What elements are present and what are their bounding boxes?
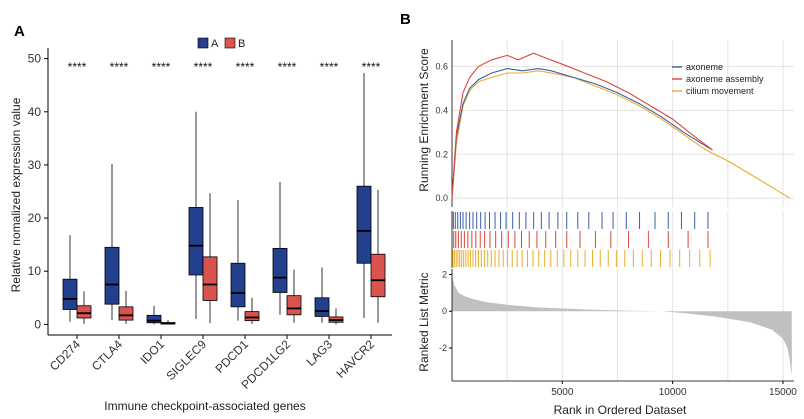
es-line-axoneme bbox=[451, 68, 713, 199]
box-lag3-a bbox=[314, 297, 330, 317]
legend-label-b: B bbox=[238, 38, 245, 50]
legend-label-axoneme-assembly: axoneme assembly bbox=[686, 74, 764, 84]
gsea-panel: Running Enrichment Score Ranked List Met… bbox=[417, 40, 797, 417]
box-cd274-a bbox=[62, 278, 78, 310]
hits-plot-area bbox=[452, 211, 794, 268]
es-line-axoneme-assembly bbox=[451, 52, 713, 199]
x-tick-label: PDCD1 bbox=[212, 337, 251, 376]
significance-label: **** bbox=[278, 60, 297, 74]
x-tick-label: LAG3 bbox=[304, 337, 336, 369]
box-havcr2-b bbox=[370, 253, 386, 298]
es-y-tick-label: 0.4 bbox=[435, 105, 448, 115]
es-y-tick-label: 0.2 bbox=[435, 149, 448, 159]
significance-label: **** bbox=[362, 60, 381, 74]
metric-y-axis-title: Ranked List Metric bbox=[417, 272, 431, 371]
legend-label-a: A bbox=[211, 38, 219, 50]
x-axis-title-rank: Rank in Ordered Dataset bbox=[554, 403, 687, 417]
y-tick-label: 10 bbox=[28, 264, 42, 278]
y-axis-title: Relative nomalized expression value bbox=[9, 97, 23, 292]
box-ctla4-a bbox=[104, 246, 120, 305]
y-tick-label: 20 bbox=[28, 211, 42, 225]
box-siglec9-a bbox=[188, 207, 204, 276]
metric-x-tick-label: 15000 bbox=[769, 387, 797, 398]
panel-a-label: A bbox=[14, 23, 25, 40]
box-havcr2-a bbox=[356, 185, 372, 264]
legend-label-axoneme: axoneme bbox=[686, 62, 723, 72]
metric-x-tick-label: 10000 bbox=[659, 387, 687, 398]
box-pdcd1lg2-b bbox=[286, 295, 302, 316]
x-tick-label: SIGLEC9 bbox=[163, 337, 209, 383]
metric-y-tick-label: 2 bbox=[442, 270, 447, 280]
box-pdcd1-b bbox=[244, 311, 260, 322]
significance-label: **** bbox=[236, 60, 255, 74]
x-tick-label: CTLA4 bbox=[89, 337, 126, 374]
legend-label-cilium-movement: cilium movement bbox=[686, 86, 754, 96]
box-pdcd1lg2-a bbox=[272, 247, 288, 293]
panel-b-label: B bbox=[400, 11, 411, 28]
metric-x-tick-label: 5000 bbox=[551, 387, 574, 398]
significance-label: **** bbox=[68, 60, 87, 74]
box-ido1-a bbox=[146, 314, 162, 324]
x-tick-label: HAVCR2 bbox=[333, 337, 377, 381]
box-ctla4-b bbox=[118, 306, 134, 321]
x-axis-title: Immune checkpoint-associated genes bbox=[104, 399, 305, 413]
metric-y-tick-label: -2 bbox=[439, 343, 447, 353]
es-y-tick-label: 0.6 bbox=[435, 61, 448, 71]
box-cd274-b bbox=[76, 305, 92, 319]
significance-label: **** bbox=[110, 60, 129, 74]
gsea-legend: axoneme axoneme assembly cilium movement bbox=[672, 62, 764, 96]
es-plot-area bbox=[452, 40, 794, 207]
y-tick-label: 0 bbox=[34, 317, 41, 331]
significance-label: **** bbox=[320, 60, 339, 74]
y-tick-label: 40 bbox=[28, 105, 42, 119]
es-y-axis-title: Running Enrichment Score bbox=[417, 48, 431, 192]
box-plot-panel: Relative nomalized expression value Immu… bbox=[9, 37, 392, 413]
box-siglec9-b bbox=[202, 256, 218, 301]
legend-swatch-a bbox=[197, 37, 209, 49]
x-tick-label: CD274 bbox=[47, 337, 84, 374]
es-y-tick-label: 0.0 bbox=[435, 193, 448, 203]
significance-label: **** bbox=[152, 60, 171, 74]
x-tick-label: IDO1 bbox=[137, 337, 167, 367]
significance-label: **** bbox=[194, 60, 213, 74]
metric-y-tick-label: 0 bbox=[442, 306, 447, 316]
legend-swatch-b bbox=[224, 37, 236, 49]
y-tick-label: 50 bbox=[28, 52, 42, 66]
box-pdcd1-a bbox=[230, 262, 246, 308]
metric-plot-area bbox=[452, 269, 794, 381]
legend: A B bbox=[197, 37, 245, 50]
y-tick-label: 30 bbox=[28, 158, 42, 172]
